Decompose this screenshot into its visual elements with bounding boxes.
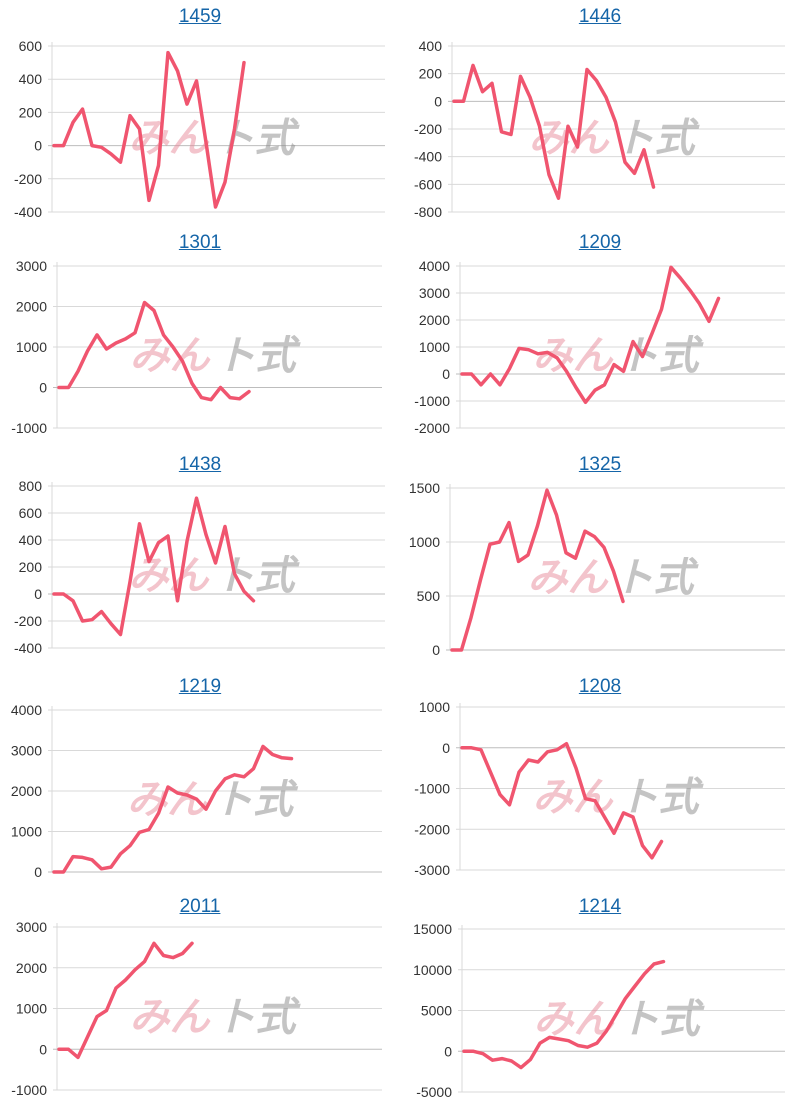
y-tick-label: 600 — [19, 38, 43, 54]
y-tick-label: -400 — [14, 204, 42, 220]
y-tick-label: 0 — [444, 1043, 452, 1059]
y-tick-label: -600 — [414, 176, 442, 192]
watermark-part2: ト式 — [619, 334, 705, 378]
y-tick-label: 3000 — [11, 743, 42, 759]
y-tick-label: 1000 — [409, 534, 440, 550]
line-chart: 1500 1000 500 0 みんト式 — [400, 454, 800, 672]
y-tick-label: -1000 — [11, 420, 47, 436]
y-tick-label: -3000 — [414, 862, 450, 878]
y-tick-label: 1000 — [419, 339, 450, 355]
watermark-logo: みんト式 — [533, 334, 705, 378]
y-tick-label: 0 — [434, 93, 442, 109]
watermark-part2: ト式 — [213, 778, 299, 822]
y-tick-label: -2000 — [414, 821, 450, 837]
watermark-part1: みん — [130, 996, 212, 1040]
watermark-part2: ト式 — [619, 776, 705, 820]
watermark-part1: みん — [129, 554, 211, 598]
y-tick-label: 2000 — [16, 960, 47, 976]
y-tick-label: -200 — [414, 121, 442, 137]
watermark-logo: みんト式 — [127, 778, 299, 822]
watermark-part2: ト式 — [216, 996, 302, 1040]
line-chart: 4002000-200-400-600-800みんト式 — [400, 6, 800, 224]
watermark-logo: みんト式 — [130, 996, 302, 1040]
y-tick-label: 1000 — [16, 1001, 47, 1017]
y-tick-label: 1500 — [409, 480, 440, 496]
y-tick-label: 2000 — [419, 312, 450, 328]
y-tick-label: 3000 — [419, 285, 450, 301]
y-tick-label: 400 — [419, 38, 443, 54]
y-tick-label: 0 — [34, 138, 42, 154]
watermark-part1: みん — [528, 556, 610, 600]
y-tick-label: -400 — [14, 640, 42, 656]
watermark-logo: みんト式 — [130, 334, 302, 378]
y-tick-label: 800 — [19, 478, 43, 494]
y-tick-label: 1000 — [419, 699, 450, 715]
y-tick-label: -1000 — [414, 781, 450, 797]
y-tick-label: -200 — [14, 613, 42, 629]
y-tick-label: 3000 — [16, 919, 47, 935]
watermark-logo: みんト式 — [528, 556, 700, 600]
y-tick-label: 4000 — [419, 258, 450, 274]
line-chart: 600 400 200 0 -200 -400 みんト式 — [0, 6, 400, 224]
y-tick-label: 0 — [39, 1041, 47, 1057]
watermark-part1: みん — [533, 334, 615, 378]
y-tick-label: 200 — [19, 104, 43, 120]
watermark-part2: ト式 — [615, 116, 701, 160]
line-chart: 15000 10000 5000 0 -5000 みんト式 — [400, 896, 800, 1114]
line-chart: 3000 2000 1000 0 -1000 みんト式 — [0, 232, 400, 450]
watermark-part1: みん — [130, 334, 212, 378]
y-tick-label: 3000 — [16, 258, 47, 274]
y-tick-label: 0 — [34, 586, 42, 602]
y-tick-label: -200 — [14, 171, 42, 187]
y-tick-label: 0 — [34, 864, 42, 880]
y-tick-label: 400 — [19, 532, 43, 548]
line-chart: 800 600 400 200 0 -200 -400 みんト式 — [0, 454, 400, 672]
y-tick-label: 15000 — [413, 921, 452, 937]
y-tick-label: 0 — [442, 740, 450, 756]
watermark-logo: みんト式 — [533, 776, 705, 820]
line-chart: 1000 0 -1000 -2000 -3000 みんト式 — [400, 676, 800, 894]
y-tick-label: 1000 — [11, 824, 42, 840]
watermark-part2: ト式 — [620, 998, 706, 1042]
y-tick-label: -5000 — [416, 1084, 452, 1100]
y-tick-label: 4000 — [11, 702, 42, 718]
line-chart: 3000 2000 1000 0 -1000 みんト式 — [0, 896, 400, 1114]
y-tick-label: -2000 — [414, 420, 450, 436]
y-tick-label: 200 — [419, 66, 443, 82]
y-tick-label: 0 — [39, 380, 47, 396]
watermark-part2: ト式 — [215, 116, 301, 160]
watermark-part2: ト式 — [614, 556, 700, 600]
y-tick-label: 0 — [442, 366, 450, 382]
y-tick-label: -800 — [414, 204, 442, 220]
y-tick-label: 0 — [432, 642, 440, 658]
y-tick-label: -400 — [414, 149, 442, 165]
watermark-logo: みんト式 — [129, 116, 301, 160]
y-tick-label: -1000 — [414, 393, 450, 409]
y-tick-label: 400 — [19, 71, 43, 87]
y-tick-label: -1000 — [11, 1082, 47, 1098]
line-chart: 4000 3000 2000 1000 0 -1000 -2000 みんト式 — [400, 232, 800, 450]
y-tick-label: 600 — [19, 505, 43, 521]
y-tick-label: 200 — [19, 559, 43, 575]
y-tick-label: 2000 — [11, 783, 42, 799]
y-tick-label: 500 — [417, 588, 441, 604]
y-tick-label: 1000 — [16, 339, 47, 355]
y-tick-label: 2000 — [16, 299, 47, 315]
watermark-part2: ト式 — [216, 334, 302, 378]
y-tick-label: 10000 — [413, 962, 452, 978]
y-tick-label: 5000 — [421, 1003, 452, 1019]
watermark-logo: みんト式 — [534, 998, 706, 1042]
line-chart: 4000 3000 2000 1000 0 みんト式 — [0, 676, 400, 894]
watermark-part2: ト式 — [215, 554, 301, 598]
